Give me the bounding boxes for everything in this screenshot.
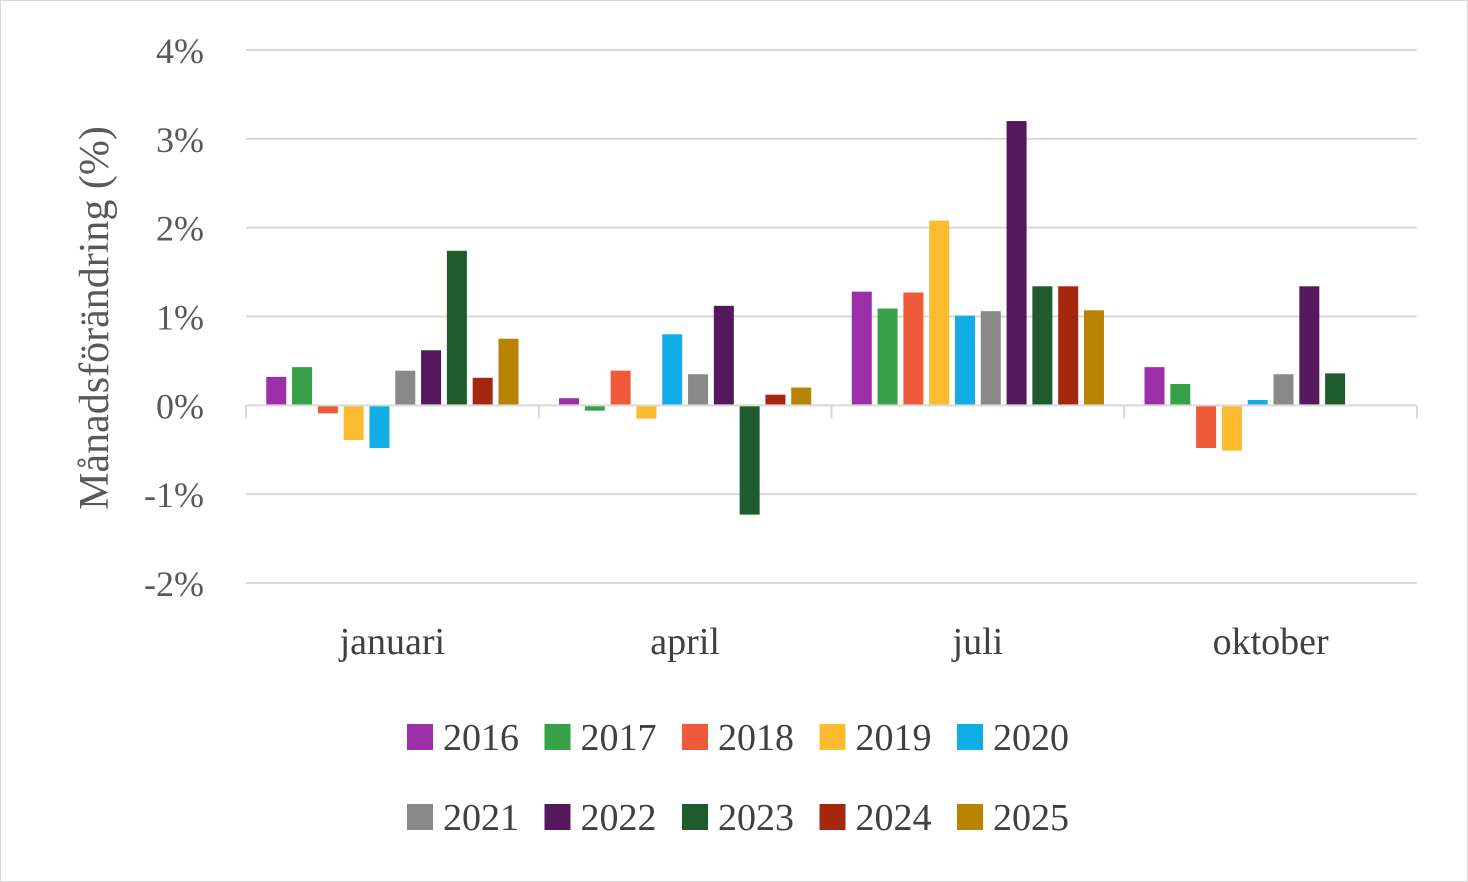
bar-2019-oktober bbox=[1221, 405, 1242, 451]
category-labels: januari april juli oktober bbox=[338, 621, 1329, 663]
bar-2023-januari bbox=[446, 250, 467, 406]
category-label: oktober bbox=[1213, 621, 1329, 663]
bar-2022-april bbox=[713, 305, 734, 406]
bar-2023-april bbox=[739, 405, 760, 515]
bar-2019-januari bbox=[343, 405, 364, 440]
legend-item: 2018 bbox=[682, 717, 794, 759]
bar-2018-april bbox=[610, 370, 631, 406]
legend-label: 2016 bbox=[443, 717, 519, 759]
x-axis bbox=[245, 404, 1418, 419]
legend-swatch bbox=[682, 724, 708, 750]
legend-item: 2017 bbox=[544, 717, 657, 759]
bar-2023-oktober bbox=[1325, 373, 1346, 406]
bar-2017-oktober bbox=[1170, 384, 1191, 406]
gridlines bbox=[246, 49, 1417, 584]
legend-swatch bbox=[544, 724, 571, 750]
legend-swatch bbox=[544, 804, 571, 830]
y-tick-label: -2% bbox=[144, 564, 204, 604]
bar-2018-juli bbox=[903, 292, 924, 406]
legend-item: 2024 bbox=[819, 797, 932, 839]
y-tick-label: 0% bbox=[156, 386, 204, 426]
legend-swatch bbox=[819, 724, 846, 750]
bar-2016-april bbox=[559, 398, 580, 406]
bar-2022-juli bbox=[1006, 121, 1027, 406]
bar-2022-januari bbox=[421, 350, 442, 406]
bar-2016-januari bbox=[266, 376, 287, 406]
bar-2016-juli bbox=[851, 291, 872, 406]
bar-2022-oktober bbox=[1299, 286, 1320, 406]
bar-2024-januari bbox=[472, 377, 493, 406]
bar-2020-oktober bbox=[1247, 400, 1268, 406]
y-tick-label: 3% bbox=[156, 120, 204, 160]
y-tick-label: -1% bbox=[144, 475, 204, 515]
bar-2020-januari bbox=[369, 405, 390, 448]
bar-2025-januari bbox=[498, 338, 519, 406]
legend-swatch bbox=[407, 804, 433, 830]
y-tick-label: 1% bbox=[156, 298, 204, 338]
y-axis-label: Månadsförändring (%) bbox=[72, 126, 118, 510]
legend-item: 2019 bbox=[819, 717, 932, 759]
legend-label: 2024 bbox=[856, 797, 932, 839]
bar-2019-april bbox=[636, 405, 657, 419]
y-tick-label: 4% bbox=[156, 31, 204, 71]
bar-2024-april bbox=[765, 394, 786, 406]
legend-item: 2022 bbox=[544, 797, 657, 839]
bar-2025-juli bbox=[1083, 310, 1104, 406]
category-label: juli bbox=[951, 621, 1004, 663]
legend-item: 2016 bbox=[407, 717, 519, 759]
bar-2018-januari bbox=[317, 405, 338, 414]
category-label: april bbox=[650, 621, 720, 663]
legend-item: 2023 bbox=[682, 797, 794, 839]
bar-2020-juli bbox=[954, 315, 975, 406]
legend: 2016 2017 2018 2019 2020 2021 2022 2023 2024 2025 bbox=[407, 717, 1069, 839]
bar-2021-juli bbox=[980, 311, 1001, 406]
legend-swatch bbox=[819, 804, 846, 830]
legend-label: 2021 bbox=[443, 797, 519, 839]
legend-label: 2019 bbox=[856, 717, 932, 759]
bar-2024-juli bbox=[1058, 286, 1079, 406]
legend-swatch bbox=[957, 804, 983, 830]
bar-2016-oktober bbox=[1144, 367, 1165, 406]
legend-swatch bbox=[407, 724, 433, 750]
bar-2021-april bbox=[688, 374, 709, 406]
bar-2017-januari bbox=[292, 367, 313, 406]
legend-label: 2025 bbox=[993, 797, 1069, 839]
legend-label: 2020 bbox=[993, 717, 1069, 759]
bar-2021-oktober bbox=[1273, 374, 1294, 406]
legend-swatch bbox=[957, 724, 983, 750]
bar-2017-juli bbox=[877, 308, 898, 406]
bar-2023-juli bbox=[1032, 286, 1053, 406]
bar-2018-oktober bbox=[1196, 405, 1217, 448]
legend-label: 2022 bbox=[581, 797, 657, 839]
legend-label: 2017 bbox=[581, 717, 657, 759]
y-tick-label: 2% bbox=[156, 209, 204, 249]
y-axis-ticks: -2% -1% 0% 1% 2% 3% 4% bbox=[144, 31, 204, 604]
bar-2025-april bbox=[791, 387, 812, 406]
bar-2017-april bbox=[584, 405, 605, 411]
legend-item: 2025 bbox=[957, 797, 1069, 839]
category-label: januari bbox=[338, 621, 446, 663]
bars bbox=[266, 121, 1346, 515]
legend-item: 2020 bbox=[957, 717, 1069, 759]
bar-2021-januari bbox=[395, 370, 416, 406]
bar-2020-april bbox=[662, 334, 683, 406]
legend-label: 2023 bbox=[718, 797, 794, 839]
legend-item: 2021 bbox=[407, 797, 519, 839]
legend-label: 2018 bbox=[718, 717, 794, 759]
legend-swatch bbox=[682, 804, 708, 830]
bar-2019-juli bbox=[929, 220, 950, 406]
